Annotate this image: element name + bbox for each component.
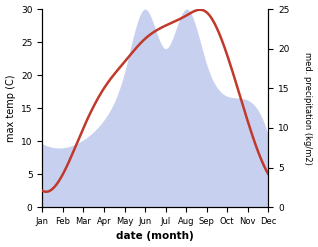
X-axis label: date (month): date (month) [116,231,194,242]
Y-axis label: med. precipitation (kg/m2): med. precipitation (kg/m2) [303,52,313,165]
Y-axis label: max temp (C): max temp (C) [5,74,16,142]
